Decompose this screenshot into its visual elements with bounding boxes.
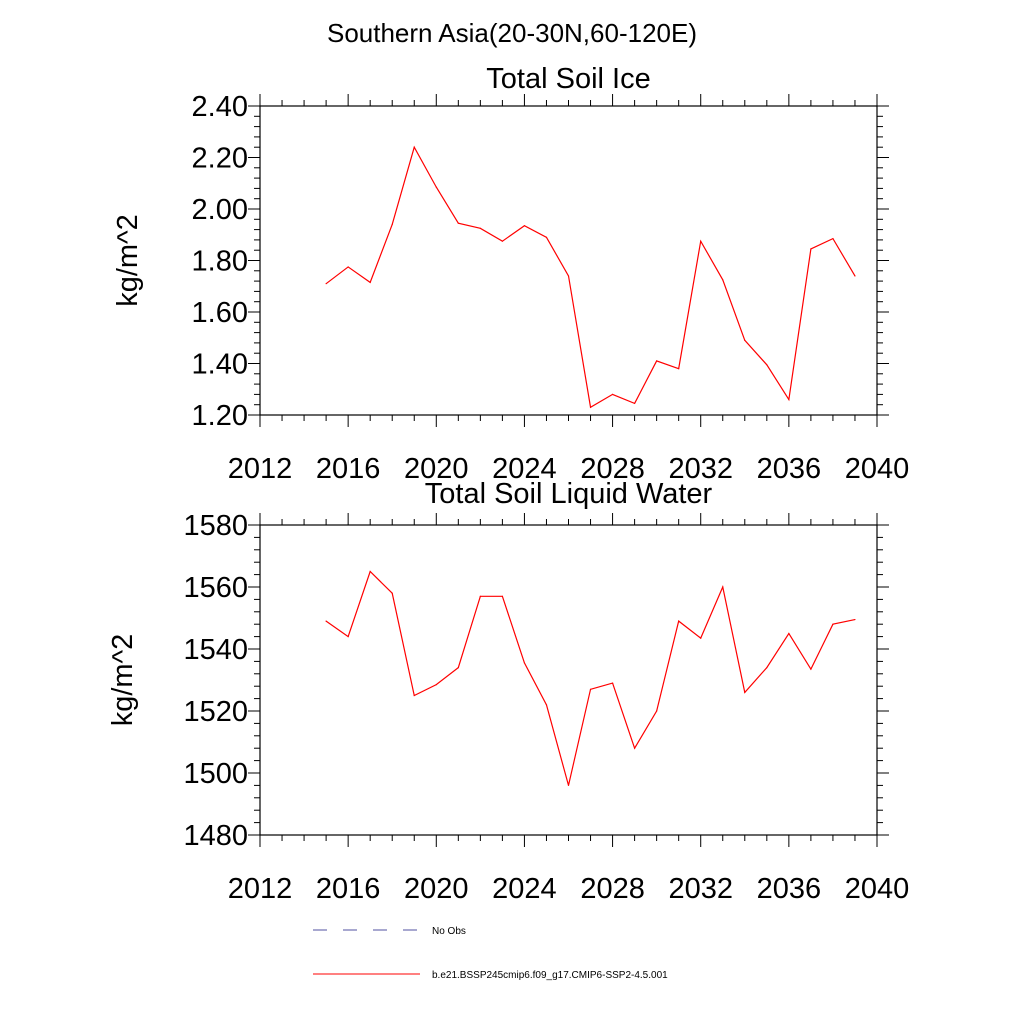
x-tick-label: 2012 [228,873,293,905]
x-tick-label: 2036 [757,873,822,905]
data-point [810,668,812,670]
y-tick-label: 1540 [183,634,248,666]
y-tick-label: 1.20 [192,400,248,432]
data-point [523,662,526,664]
data-point [325,620,327,622]
data-point [369,570,371,573]
chart-total-soil-liquid-water: Total Soil Liquid Water kg/m^2 1480 1500 152… [107,478,909,905]
data-point [744,691,746,694]
x-tick-label: 2040 [845,873,910,905]
y-tick-label: 1.80 [192,246,248,278]
x-tick-label: 2040 [845,453,910,485]
x-tick-label: 2016 [316,453,381,485]
x-tick-label: 2024 [492,453,557,485]
data-point [854,275,856,277]
data-point [722,279,724,281]
data-point [347,636,349,638]
data-point [744,339,746,341]
chart-title: Total Soil Ice [486,63,650,95]
data-point [678,620,680,622]
data-point [413,146,415,148]
data-point [656,360,658,362]
data-point [634,402,636,405]
data-point [832,623,834,625]
y-axis-label: kg/m^2 [112,214,144,307]
series-line [325,145,856,409]
data-point [435,684,437,686]
y-tick-label: 2.20 [192,143,248,175]
data-point [611,393,614,395]
data-point [413,694,415,697]
x-tick-label: 2032 [668,453,733,485]
x-tick-label: 2020 [404,453,469,485]
data-point [700,240,702,242]
y-tick-label: 1480 [183,820,248,852]
data-point [722,586,724,588]
data-point [479,595,481,597]
data-point [347,266,349,268]
legend-label: No Obs [432,926,466,937]
data-point [567,275,570,277]
x-tick-label: 2032 [668,873,733,905]
figure-title: Southern Asia(20-30N,60-120E) [327,18,697,48]
data-point [545,236,548,238]
series-line [325,570,856,786]
plot-frame [259,524,878,836]
x-tick-label: 2036 [757,453,822,485]
data-point [656,710,658,712]
y-tick-label: 1.40 [192,349,248,381]
plot-frame [259,105,878,416]
x-tick-label: 2028 [580,873,645,905]
data-point [766,667,768,669]
data-point [832,238,834,240]
y-tick-label: 2.00 [192,194,248,226]
data-point [457,667,459,669]
data-point [589,406,592,408]
data-point [788,632,790,635]
data-point [325,283,327,285]
y-tick-label: 1580 [183,510,248,542]
y-axis-label: kg/m^2 [107,634,139,727]
data-point [678,368,680,370]
x-tick-label: 2024 [492,873,557,905]
data-point [567,784,570,787]
data-point [369,281,371,283]
x-tick-label: 2028 [580,453,645,485]
data-point [457,222,459,224]
x-tick-label: 2020 [404,873,469,905]
data-point [523,225,526,227]
data-point [634,747,636,749]
data-point [766,364,768,366]
data-point [611,682,614,684]
y-tick-label: 2.40 [192,91,248,123]
data-point [700,637,702,639]
chart-title: Total Soil Liquid Water [425,478,713,510]
data-point [479,227,481,229]
data-point [501,240,503,242]
data-point [589,688,592,690]
data-point [810,248,812,250]
data-point [391,223,393,226]
data-point [854,618,856,621]
chart-total-soil-ice: Total Soil Ice kg/m^2 1.20 1.40 1.60 1.80 2.00… [112,63,909,485]
data-point [545,704,548,706]
data-point [788,398,790,401]
y-tick-label: 1520 [183,696,248,728]
legend: No Obs b.e21.BSSP245cmip6.f09_g17.CMIP6-S… [313,926,668,981]
legend-label: b.e21.BSSP245cmip6.f09_g17.CMIP6-SSP2-4.… [432,970,668,981]
data-point [501,595,503,597]
data-point [391,592,393,594]
y-tick-label: 1500 [183,758,248,790]
data-point [435,186,437,188]
x-tick-label: 2016 [316,873,381,905]
y-tick-label: 1560 [183,572,248,604]
y-tick-label: 1.60 [192,297,248,329]
x-tick-label: 2012 [228,453,293,485]
